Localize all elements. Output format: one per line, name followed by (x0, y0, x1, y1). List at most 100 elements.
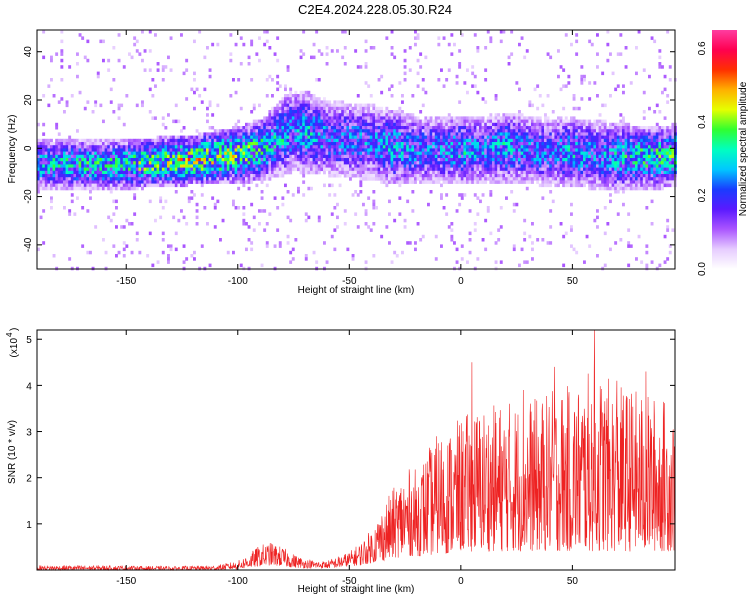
spectrogram-cell (416, 174, 420, 178)
spectrogram-cell (333, 132, 337, 136)
spectrogram-cell (219, 148, 222, 152)
spectrogram-cell (505, 116, 508, 120)
spectrogram-cell (492, 129, 495, 133)
spectrogram-cell (588, 183, 592, 188)
spectrogram-cell (499, 260, 503, 264)
spectrogram-cell (377, 119, 381, 124)
spectrogram-cell (117, 167, 121, 172)
spectrogram-cell (302, 154, 306, 159)
spectrogram-cell (52, 161, 56, 165)
spectrogram-cell (562, 234, 566, 239)
spectrogram-cell (427, 202, 430, 207)
spectrogram-cell (531, 129, 534, 133)
spectrogram-cell (323, 106, 326, 111)
spectrogram-cell (570, 135, 573, 140)
spectrogram-cell (494, 177, 498, 181)
spectrogram-cell (130, 186, 134, 191)
spectrogram-cell (200, 145, 204, 149)
spectrogram-cell (122, 241, 126, 245)
spectrogram-cell (239, 148, 243, 152)
spectrogram-cell (471, 177, 475, 181)
spectrogram-cell (372, 122, 376, 127)
spectrogram-cell (169, 177, 173, 181)
spectrogram-cell (369, 132, 373, 136)
spectrogram-cell (180, 33, 183, 37)
spectrogram-cell (575, 138, 579, 143)
spectrogram-cell (271, 110, 274, 114)
spectrogram-cell (507, 132, 511, 136)
spectrogram-cell (291, 122, 295, 127)
spectrogram-cell (323, 164, 326, 168)
spectrogram-cell (164, 174, 168, 178)
spectrogram-cell (382, 122, 386, 127)
spectrogram-cell (265, 148, 269, 152)
spectrogram-cell (546, 241, 550, 245)
spectrogram-cell (382, 110, 386, 114)
spectrogram-cell (367, 170, 371, 175)
spectrogram-cell (258, 164, 261, 168)
spectrogram-cell (325, 260, 329, 264)
spectrogram-cell (63, 138, 66, 143)
spectrogram-cell (538, 164, 542, 168)
spectrogram-cell (195, 151, 199, 156)
spectrogram-cell (297, 94, 300, 98)
spectrogram-cell (310, 135, 313, 140)
spectrogram-cell (206, 148, 209, 152)
spectrogram-cell (286, 132, 290, 136)
spectrogram-cell (229, 129, 233, 133)
spectrogram-cell (195, 154, 199, 159)
spectrogram-cell (130, 170, 134, 175)
spectrogram-cell (468, 145, 472, 149)
spectrogram-cell (268, 174, 272, 178)
spectrogram-cell (429, 174, 433, 178)
spectrogram-cell (260, 148, 264, 152)
spectrogram-cell (346, 164, 350, 168)
spectrogram-cell (590, 186, 594, 191)
spectrogram-cell (263, 158, 267, 162)
spectrogram-cell (135, 164, 139, 168)
spectrogram-cell (190, 174, 194, 178)
spectrogram-cell (278, 106, 282, 111)
spectrogram-cell (68, 154, 72, 159)
spectrogram-cell (112, 142, 116, 146)
spectrogram-cell (333, 151, 337, 156)
spectrogram-cell (193, 138, 196, 143)
spectrogram-cell (307, 135, 311, 140)
spectrogram-cell (559, 164, 563, 168)
spectrogram-cell (167, 174, 170, 178)
spectrogram-cell (89, 177, 92, 181)
spectrogram-cell (226, 138, 230, 143)
spectrogram-cell (252, 145, 256, 149)
spectrogram-cell (528, 154, 532, 159)
spectrogram-cell (47, 84, 51, 88)
spectrogram-cell (250, 154, 254, 159)
spectrogram-cell (554, 170, 558, 175)
spectrogram-cell (403, 151, 407, 156)
spectrogram-cell (577, 148, 581, 152)
spectrogram-cell (216, 158, 220, 162)
spectrogram-cell (177, 170, 181, 175)
spectrogram-cell (330, 151, 334, 156)
spectrogram-cell (525, 116, 529, 120)
spectrogram-cell (154, 116, 157, 120)
spectrogram-cell (315, 30, 319, 34)
spectrogram-cell (377, 145, 381, 149)
spectrogram-cell (115, 154, 118, 159)
spectrogram-cell (497, 119, 501, 124)
spectrogram-cell (317, 135, 321, 140)
spectrogram-cell (273, 142, 277, 146)
spectrogram-cell (330, 110, 334, 114)
spectrogram-cell (354, 103, 358, 108)
spectrogram-cell (109, 183, 113, 188)
spectrogram-cell (421, 87, 425, 92)
spectrogram-cell (299, 154, 303, 159)
spectrogram-cell (135, 151, 139, 156)
spectrogram-cell (544, 177, 547, 181)
spectrogram-cell (252, 135, 256, 140)
spectrogram-cell (421, 138, 425, 143)
spectrogram-cell (414, 145, 417, 149)
spectrogram-cell (395, 148, 399, 152)
spectrogram-cell (460, 161, 464, 165)
spectrogram-cell (577, 106, 581, 111)
spectrogram-cell (338, 132, 342, 136)
